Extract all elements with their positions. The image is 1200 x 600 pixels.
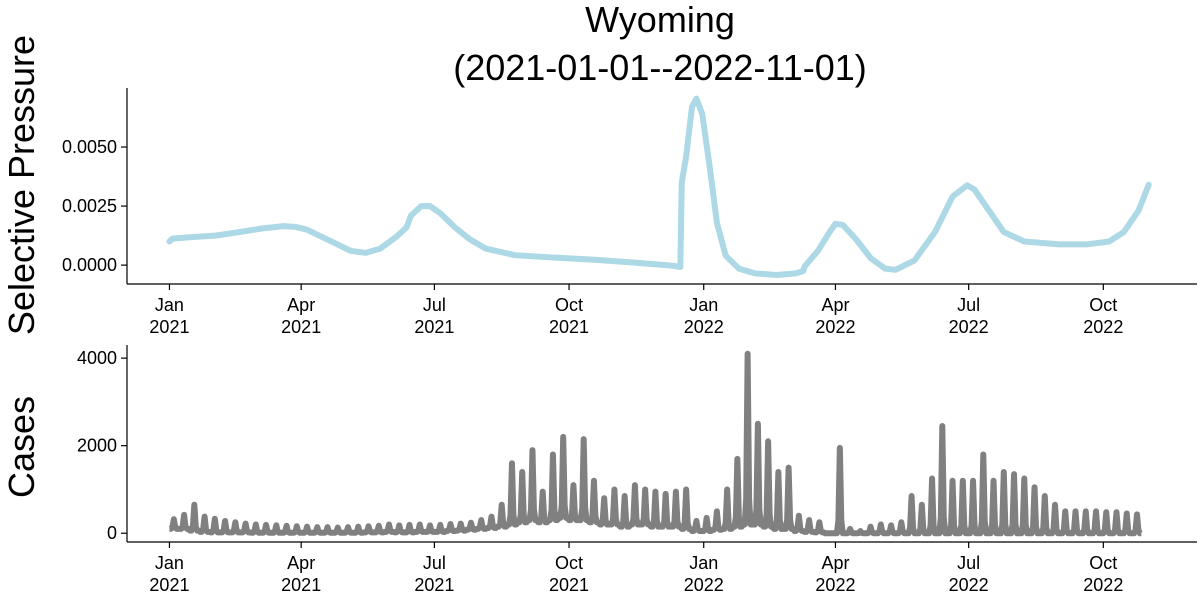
selective-pressure-ylabel: Selective Pressure <box>1 35 42 335</box>
selective-pressure-xtick-label: Oct <box>555 295 583 315</box>
cases-xtick-label: Oct <box>555 553 583 573</box>
selective-pressure-ytick-label: 0.0050 <box>62 137 117 157</box>
cases-xtick-label: Apr <box>287 553 315 573</box>
cases-xtick-year: 2022 <box>949 575 989 595</box>
cases-xtick-year: 2021 <box>549 575 589 595</box>
selective-pressure-xtick-label: Apr <box>821 295 849 315</box>
selective-pressure-xtick-label: Jan <box>689 295 718 315</box>
selective-pressure-x-ticks: Jan2021Apr2021Jul2021Oct2021Jan2022Apr20… <box>149 284 1123 337</box>
cases-ytick-label: 2000 <box>77 436 117 456</box>
selective-pressure-series-line <box>166 95 1152 279</box>
selective-pressure-xtick-year: 2021 <box>281 317 321 337</box>
cases-xtick-label: Jul <box>423 553 446 573</box>
cases-ytick-label: 0 <box>107 523 117 543</box>
cases-xtick-label: Jan <box>689 553 718 573</box>
selective-pressure-xtick-year: 2022 <box>1083 317 1123 337</box>
cases-xtick-year: 2022 <box>815 575 855 595</box>
selective-pressure-xtick-year: 2021 <box>414 317 454 337</box>
cases-xtick-year: 2021 <box>281 575 321 595</box>
selective-pressure-xtick-year: 2022 <box>949 317 989 337</box>
selective-pressure-y-ticks: 0.0000 0.0025 0.0050 <box>62 137 127 275</box>
cases-ylabel: Cases <box>1 396 42 498</box>
selective-pressure-xtick-label: Jul <box>423 295 446 315</box>
cases-xtick-label: Jan <box>155 553 184 573</box>
selective-pressure-panel: Selective Pressure 0.0000 0.0025 0.0050 Ja… <box>1 35 1197 337</box>
cases-series-line <box>167 350 1143 537</box>
selective-pressure-xtick-year: 2022 <box>815 317 855 337</box>
cases-y-ticks: 0 2000 4000 <box>77 348 127 543</box>
cases-xtick-year: 2021 <box>414 575 454 595</box>
selective-pressure-xtick-year: 2021 <box>549 317 589 337</box>
selective-pressure-xtick-label: Oct <box>1089 295 1117 315</box>
selective-pressure-xtick-label: Jan <box>155 295 184 315</box>
cases-xtick-label: Jul <box>957 553 980 573</box>
selective-pressure-xtick-label: Jul <box>957 295 980 315</box>
cases-xtick-year: 2022 <box>1083 575 1123 595</box>
selective-pressure-xtick-label: Apr <box>287 295 315 315</box>
cases-xtick-label: Oct <box>1089 553 1117 573</box>
selective-pressure-ytick-label: 0.0000 <box>62 255 117 275</box>
cases-ytick-label: 4000 <box>77 348 117 368</box>
cases-x-ticks: Jan2021Apr2021Jul2021Oct2021Jan2022Apr20… <box>149 542 1123 595</box>
cases-xtick-label: Apr <box>821 553 849 573</box>
selective-pressure-xtick-year: 2021 <box>149 317 189 337</box>
cases-xtick-year: 2021 <box>149 575 189 595</box>
cases-xtick-year: 2022 <box>684 575 724 595</box>
selective-pressure-ytick-label: 0.0025 <box>62 196 117 216</box>
chart-title-line1: Wyoming <box>585 0 735 40</box>
chart-title-line2: (2021-01-01--2022-11-01) <box>453 47 867 88</box>
selective-pressure-xtick-year: 2022 <box>684 317 724 337</box>
